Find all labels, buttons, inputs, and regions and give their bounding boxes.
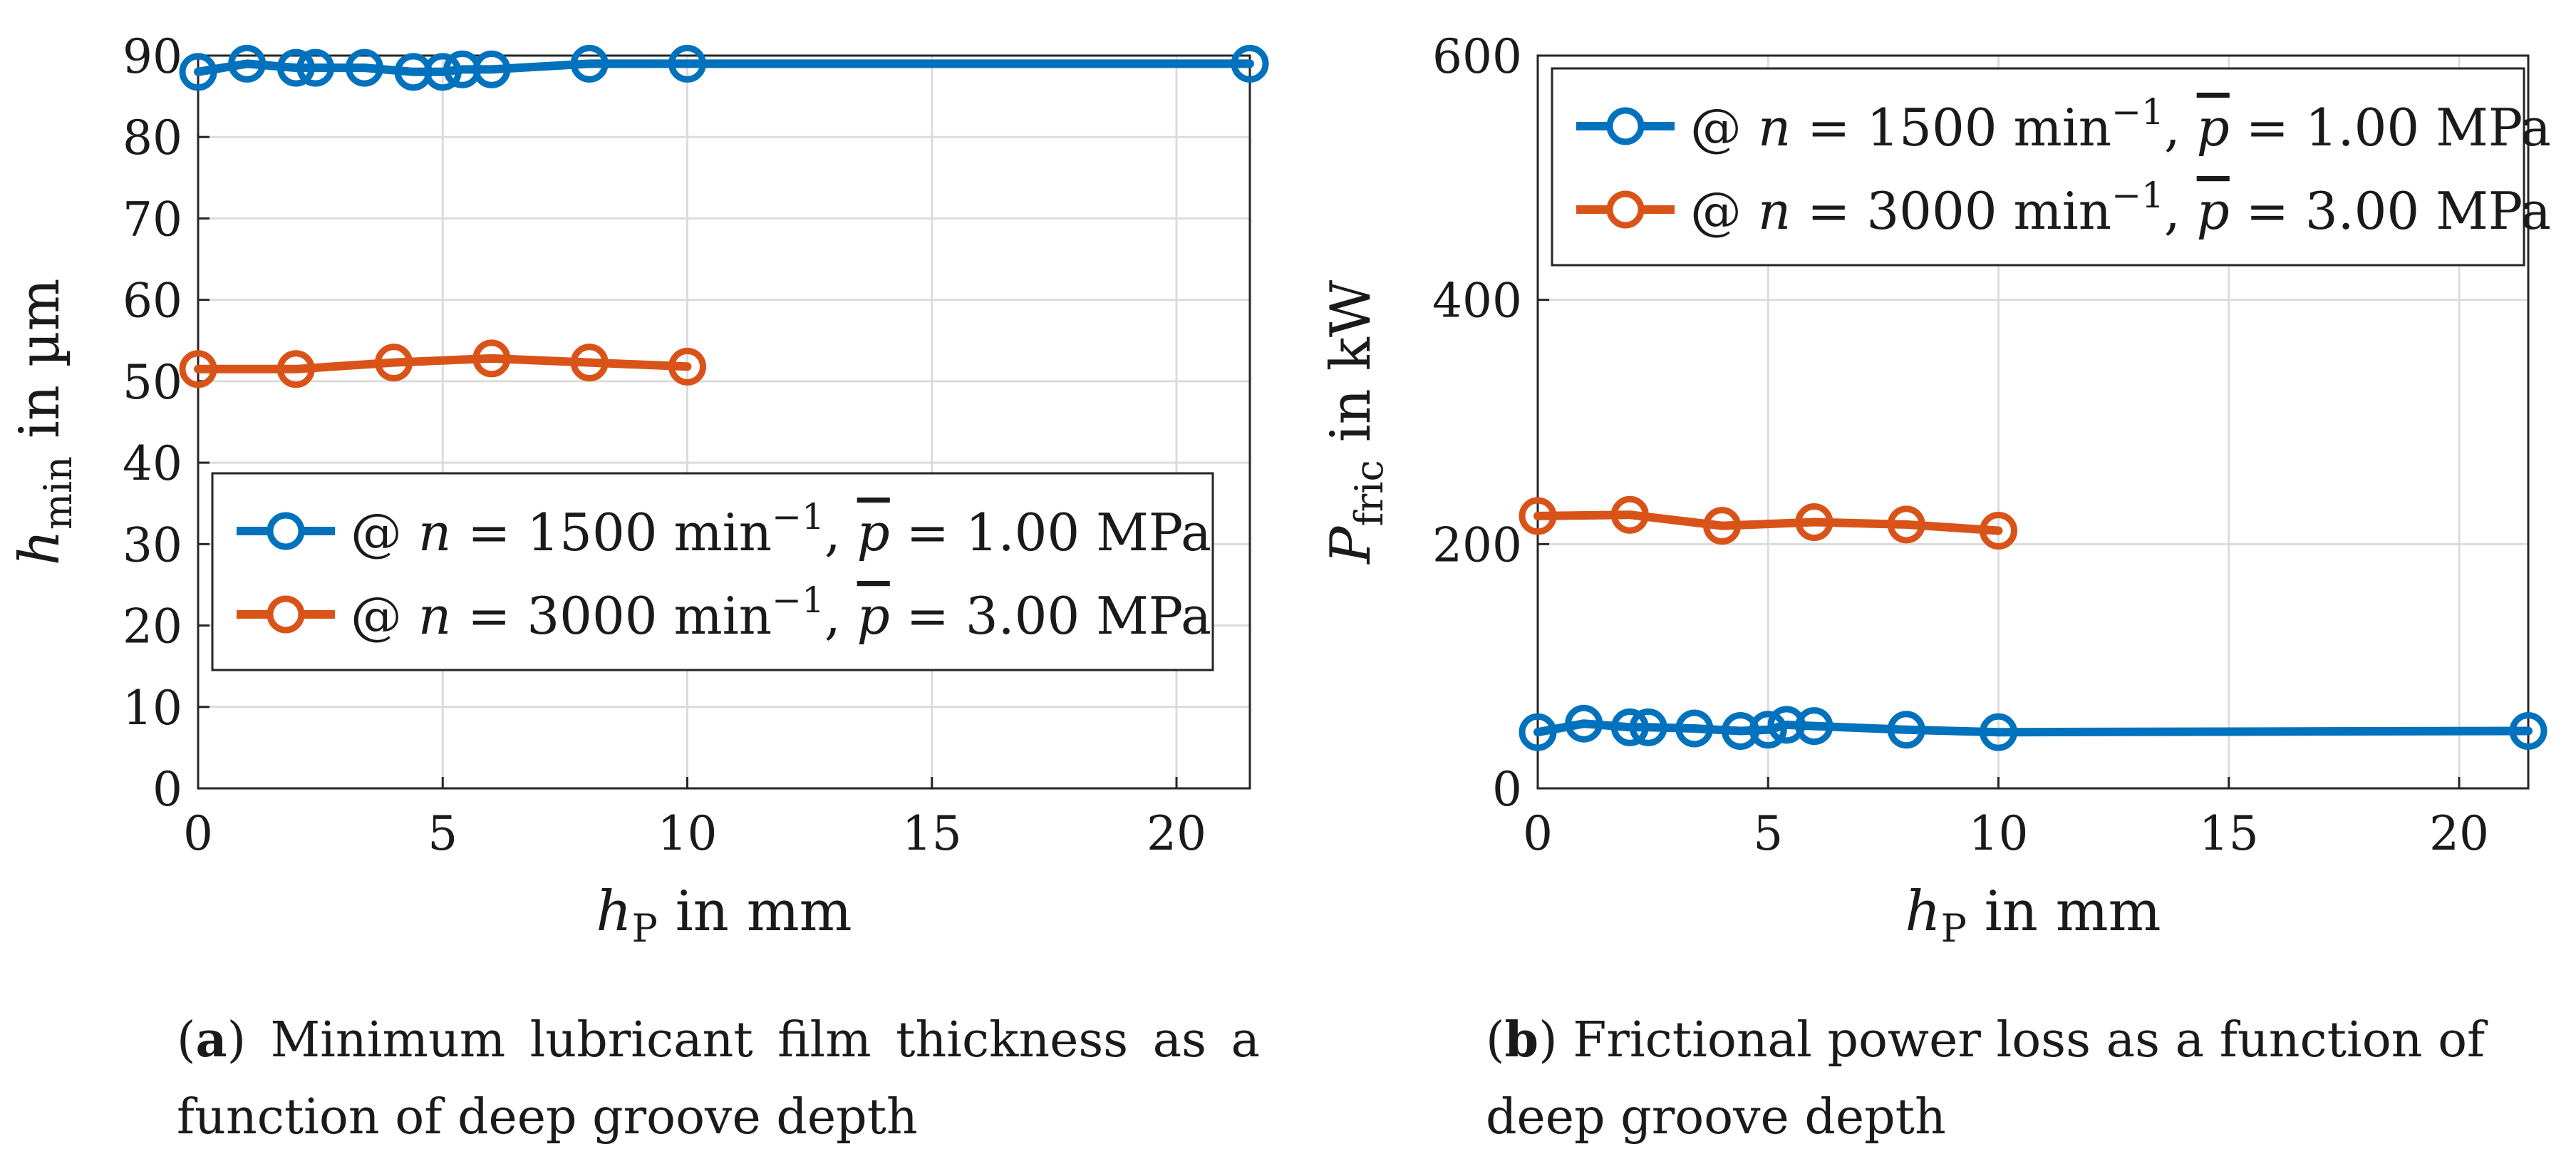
panel-b-xlabel: hP in mm <box>1905 880 2161 951</box>
pa-ytick-label: 90 <box>123 29 182 84</box>
pa-ytick-label: 50 <box>123 355 182 410</box>
pa-ytick-label: 0 <box>152 762 182 817</box>
pb-xtick-label: 0 <box>1523 806 1553 861</box>
pb-series-1-point <box>1610 708 1649 746</box>
pa-series-2-point <box>375 344 413 382</box>
pb-ytick-label: 0 <box>1492 762 1522 817</box>
pa-series-1-point <box>570 44 609 83</box>
pb-xtick-label: 5 <box>1753 806 1783 861</box>
pa-ytick-label: 30 <box>123 517 182 572</box>
pa-ytick-label: 70 <box>123 192 182 247</box>
caption-a-label: a <box>195 1011 227 1068</box>
pa-series-1-point <box>276 48 315 87</box>
pb-series-1-point <box>1795 707 1833 746</box>
pa-series-2-point <box>276 350 315 388</box>
pa-ytick-label: 60 <box>123 274 182 329</box>
pb-ytick-label: 200 <box>1432 517 1522 572</box>
pb-series-1-point <box>1675 709 1714 748</box>
pb-series-1-line <box>1533 719 2533 737</box>
panel-a-legend-entry-1: @ n = 1500 min−1, p = 1.00 MPa <box>237 496 1211 562</box>
panel-b-legend-entry-1: @ n = 1500 min−1, p = 1.00 MPa <box>1576 91 2551 158</box>
pa-series-2-point <box>472 339 511 378</box>
pb-xtick-label: 15 <box>2199 806 2259 861</box>
panel-a-legend-label-1: @ n = 1500 min−1, p = 1.00 MPa <box>351 496 1211 562</box>
pa-ytick-label: 20 <box>123 599 182 654</box>
pb-ytick-label: 400 <box>1432 274 1522 329</box>
pb-xtick-label: 10 <box>1969 806 2029 861</box>
pb-series-1-point <box>1980 713 2018 751</box>
pa-xtick-label: 20 <box>1147 806 1206 861</box>
pa-series-1-point <box>472 50 511 88</box>
pb-ytick-label: 600 <box>1432 29 1522 84</box>
panel-b-legend-label-1: @ n = 1500 min−1, p = 1.00 MPa <box>1690 91 2551 158</box>
pa-xtick-label: 10 <box>658 806 718 861</box>
panel-b-series <box>1519 495 2547 751</box>
pa-series-1-point <box>296 48 335 87</box>
panel-a-legend-marker-1 <box>267 512 305 550</box>
pb-series-2-point <box>1795 503 1833 541</box>
panel-b-legend-entry-2: @ n = 3000 min−1, p = 3.00 MPa <box>1576 175 2551 241</box>
caption-b-text: Frictional power loss as a function of d… <box>1486 1012 2486 1145</box>
panel-b-axes-box <box>1536 54 2530 790</box>
panel-b-legend-label-2: @ n = 3000 min−1, p = 3.00 MPa <box>1690 175 2551 241</box>
panel-b-legend: @ n = 1500 min−1, p = 1.00 MPa @ n = 300… <box>1551 67 2551 267</box>
panel-a-xlabel: hP in mm <box>596 880 852 951</box>
panel-a-legend-marker-2 <box>267 595 305 634</box>
panel-b-legend-box <box>1551 67 2525 267</box>
pa-series-1-point <box>179 53 217 91</box>
panel-b-legend-marker-1 <box>1606 107 1645 145</box>
pa-xtick-label: 15 <box>902 806 962 861</box>
pb-series-2-point <box>1980 511 2018 550</box>
pa-series-2-point <box>570 344 609 382</box>
panel-b-legend-marker-2 <box>1606 190 1645 229</box>
pb-series-2-point <box>1519 497 1557 535</box>
pb-xtick-label: 20 <box>2429 806 2489 861</box>
caption-b: (b) Frictional power loss as a function … <box>1486 1011 2486 1145</box>
panel-a-legend-label-2: @ n = 3000 min−1, p = 3.00 MPa <box>351 580 1211 646</box>
pa-ytick-label: 10 <box>123 681 182 736</box>
pb-series-1-point <box>1629 708 1667 746</box>
pa-xtick-label: 0 <box>183 806 213 861</box>
caption-a-text: Minimum lubricant film thickness as a fu… <box>177 1012 1260 1145</box>
pa-xtick-label: 5 <box>428 806 457 861</box>
pa-series-1-point <box>668 44 707 83</box>
caption-b-label: b <box>1504 1011 1539 1068</box>
panel-a-legend-entry-2: @ n = 3000 min−1, p = 3.00 MPa <box>237 580 1211 646</box>
panel-a-legend-box <box>211 472 1214 671</box>
pa-series-1-point <box>1231 44 1269 83</box>
pa-series-1-point <box>228 44 267 83</box>
panel-a-legend: @ n = 1500 min−1, p = 1.00 MPa @ n = 300… <box>211 472 1214 671</box>
pa-series-2-point <box>179 350 217 388</box>
pb-series-2-point <box>1703 507 1742 545</box>
pa-series-1-point <box>345 48 383 87</box>
pb-series-1-point <box>1767 706 1806 744</box>
pa-ytick-label: 40 <box>123 436 182 491</box>
pb-series-1-point <box>1721 711 1759 750</box>
pb-series-1-point <box>1519 713 1557 751</box>
panel-a-series <box>179 44 1269 388</box>
panel-a-grid <box>197 54 1250 790</box>
pb-series-1-point <box>1887 711 1925 749</box>
panel-b-ylabel: Pfric in kW <box>1319 280 1392 565</box>
pa-series-1-line <box>194 59 1254 76</box>
pa-ytick-label: 80 <box>123 110 182 165</box>
panel-a-ylabel: hmin in µm <box>8 279 81 566</box>
panel-a-min-film-thickness: 0 5 10 15 20 0 10 20 30 40 50 60 70 80 90 hmin in µm h… <box>8 29 1269 951</box>
pa-series-1-point <box>423 53 462 91</box>
pb-series-1-point <box>1565 704 1603 743</box>
panel-a-ticks: 0 5 10 15 20 0 10 20 30 40 50 60 70 80 90 <box>123 29 1206 861</box>
pb-series-2-point <box>1610 495 1649 534</box>
caption-a: (a) Minimum lubricant film thickness as … <box>177 1011 1260 1145</box>
pb-series-1-point <box>1749 711 1787 749</box>
pb-series-2-point <box>1887 505 1925 544</box>
pb-series-1-point <box>2509 711 2547 750</box>
panel-a-axes-box <box>197 54 1251 790</box>
pa-series-2-point <box>668 347 707 386</box>
